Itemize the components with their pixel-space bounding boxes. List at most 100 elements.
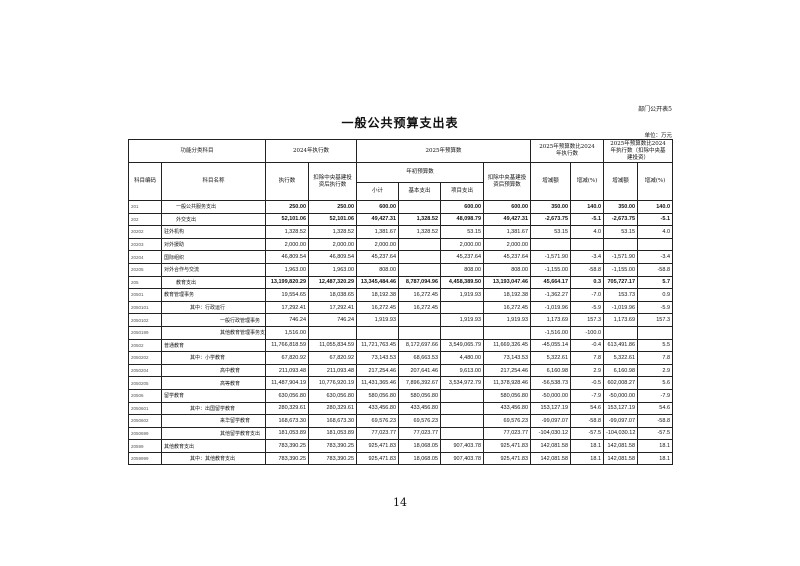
row-value: 217,254.46 xyxy=(356,363,400,378)
row-value: 140.0 xyxy=(570,200,605,214)
table-row: 20599 其他教育支出 783,390.25 783,390.25 925,471.8… xyxy=(128,439,674,453)
row-value: 69,576.23 xyxy=(398,414,442,428)
row-value: 53.15 xyxy=(440,225,485,239)
row-value: 925,471.83 xyxy=(483,439,532,453)
row-code: 20501 xyxy=(128,288,162,302)
row-value: 783,390.25 xyxy=(308,451,358,466)
row-value: 67,820.92 xyxy=(308,351,358,365)
table-row: 2050204 高中教育 211,093.48 211,093.48 217,254.4… xyxy=(128,363,674,378)
row-value: 68,663.53 xyxy=(398,351,442,365)
row-value: 52,101.06 xyxy=(308,212,358,227)
row-name: 普通教育 xyxy=(160,338,267,353)
row-code: 2050199 xyxy=(128,325,162,340)
row-value: 5.5 xyxy=(637,338,674,353)
header-name: 科目名称 xyxy=(160,162,267,201)
row-value: 18.1 xyxy=(570,451,605,466)
row-value: 630,056.80 xyxy=(308,388,358,403)
page-title: 一般公共预算支出表 xyxy=(341,116,459,130)
row-value: -104,030.12 xyxy=(530,426,572,441)
row-value: 12,487,320.29 xyxy=(308,275,358,290)
row-value: 9,613.00 xyxy=(440,363,485,378)
row-value: -1,362.27 xyxy=(530,288,572,302)
row-name: 高中教育 xyxy=(160,363,267,378)
row-value: -57.5 xyxy=(570,426,605,441)
row-value: 11,669,326.45 xyxy=(483,338,532,353)
row-value: 217,254.46 xyxy=(483,363,532,378)
row-name: 对外援助 xyxy=(160,237,267,252)
header-inc-amt-2: 增减额 xyxy=(603,162,639,201)
table-row: 2050205 高等教育 11,487,904.19 10,776,920.19 11,… xyxy=(128,376,674,390)
row-value: 168,673.30 xyxy=(265,414,310,428)
row-code: 2050102 xyxy=(128,313,162,327)
row-code: 20204 xyxy=(128,250,162,264)
row-value xyxy=(440,401,485,416)
row-code: 2059999 xyxy=(128,451,162,466)
row-value: -58.8 xyxy=(570,262,605,277)
row-value: -58.8 xyxy=(570,414,605,428)
row-value: 580,056.80 xyxy=(483,388,532,403)
row-value: 4,480.00 xyxy=(440,351,485,365)
table-row: 2050601 其中：出国留学教育 280,329.61 280,329.61 433,… xyxy=(128,401,674,416)
row-code: 202 xyxy=(128,212,162,227)
header-exec-2024: 2024年执行数 xyxy=(265,139,358,163)
row-value: 1,919.93 xyxy=(356,313,400,327)
row-value: 10,776,920.19 xyxy=(308,376,358,390)
row-value: 783,390.25 xyxy=(265,439,310,453)
row-value xyxy=(637,325,674,340)
row-value xyxy=(603,237,639,252)
row-value: 1,173.69 xyxy=(530,313,572,327)
row-value: -1,516.00 xyxy=(530,325,572,340)
row-value xyxy=(398,313,442,327)
row-code: 2050205 xyxy=(128,376,162,390)
row-value xyxy=(398,325,442,340)
row-value: -0.4 xyxy=(570,338,605,353)
row-value: 17,292.41 xyxy=(308,300,358,315)
row-value xyxy=(440,414,485,428)
table-row: 20203 对外援助 2,000.00 2,000.00 2,000.00 2,000.0… xyxy=(128,237,674,252)
row-code: 2050699 xyxy=(128,426,162,441)
header-func-class: 功能分类科目 xyxy=(127,139,267,163)
header-cmp-excl: 2025年预算数比2024年执行数（扣除中央基建投资） xyxy=(603,139,674,163)
row-value: 181,053.89 xyxy=(265,426,310,441)
row-value: 1,963.00 xyxy=(265,262,310,277)
row-value: 18.1 xyxy=(637,451,674,466)
row-value: 211,093.48 xyxy=(265,363,310,378)
row-value: 54.6 xyxy=(570,401,605,416)
row-code: 2050101 xyxy=(128,300,162,315)
row-value: -5.1 xyxy=(637,212,674,227)
row-value: 1,328.52 xyxy=(398,212,442,227)
row-value: 433,456.80 xyxy=(483,401,532,416)
row-value: 1,963.00 xyxy=(308,262,358,277)
row-value: 11,487,904.19 xyxy=(265,376,310,390)
table-row: 20204 国际组织 46,809.54 46,809.54 45,237.64 45,2… xyxy=(128,250,674,264)
row-value: 18.1 xyxy=(637,439,674,453)
row-value: 77,023.77 xyxy=(483,426,532,441)
row-value: -3.4 xyxy=(570,250,605,264)
document-tag: 部门公开表5 xyxy=(638,106,672,113)
row-value: 2.9 xyxy=(637,363,674,378)
row-value: 53.15 xyxy=(530,225,572,239)
table-row: 20202 驻外机构 1,328.52 1,328.52 1,381.67 1,328.5… xyxy=(128,225,674,239)
row-value: 19,554.65 xyxy=(265,288,310,302)
row-value: 613,491.86 xyxy=(603,338,639,353)
row-value: 153,127.19 xyxy=(530,401,572,416)
row-code: 2050601 xyxy=(128,401,162,416)
row-value: 11,721,763.45 xyxy=(356,338,400,353)
row-name: 驻外机构 xyxy=(160,225,267,239)
row-value: 207,641.46 xyxy=(398,363,442,378)
row-value: 600.00 xyxy=(440,200,485,214)
row-code: 20205 xyxy=(128,262,162,277)
table-row: 2050602 来华留学教育 168,673.30 168,673.30 69,576.… xyxy=(128,414,674,428)
row-value: -56,538.73 xyxy=(530,376,572,390)
row-value: 2,000.00 xyxy=(308,237,358,252)
row-name: 国际组织 xyxy=(160,250,267,264)
row-value: -2,673.75 xyxy=(603,212,639,227)
table-row: 20205 对外合作与交流 1,963.00 1,963.00 808.00 808.00… xyxy=(128,262,674,277)
table-row: 2050199 其他教育管理事务支出 1,516.00 -1,516.00 -100.0 xyxy=(128,325,674,340)
row-value: 7.8 xyxy=(637,351,674,365)
row-value: -50,000.00 xyxy=(530,388,572,403)
row-value: 280,329.61 xyxy=(265,401,310,416)
row-value: 13,345,484.46 xyxy=(356,275,400,290)
header-basic: 基本支出 xyxy=(398,182,442,201)
row-code: 205 xyxy=(128,275,162,290)
